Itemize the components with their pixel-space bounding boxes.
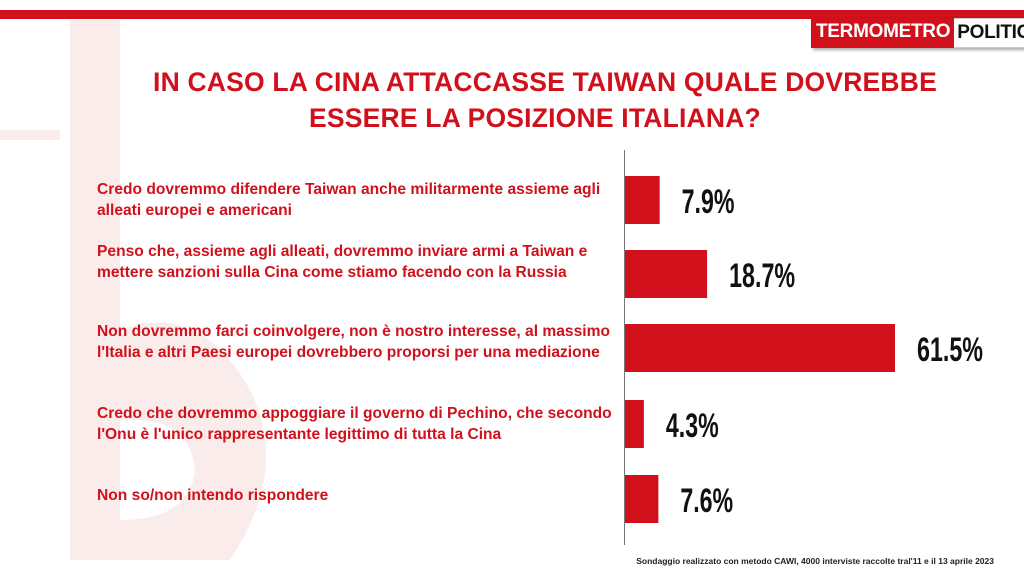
bar-5 — [625, 475, 659, 523]
bar-1 — [625, 176, 660, 224]
category-label-5: Non so/non intendo rispondere — [97, 487, 329, 504]
chart-title: IN CASO LA CINA ATTACCASSE TAIWAN QUALE … — [60, 64, 1024, 136]
bar-value-label-3: 61.5% — [917, 331, 983, 369]
category-label-3: Non dovremmo farci coinvolgere, non è no… — [97, 323, 611, 361]
bar-3 — [625, 324, 895, 372]
termometro-politico-logo: TERMOMETRO POLITICO — [811, 18, 1024, 48]
bar-value-label-2: 18.7% — [729, 257, 795, 295]
category-label-1: Credo dovremmo difendere Taiwan anche mi… — [97, 181, 601, 219]
logo-text-termometro: TERMOMETRO — [811, 18, 955, 48]
top-accent-bar — [0, 10, 1024, 19]
bar-4 — [625, 400, 644, 448]
bar-value-label-4: 4.3% — [666, 407, 719, 445]
chart-title-line2: ESSERE LA POSIZIONE ITALIANA? — [309, 103, 761, 133]
chart-title-line1: IN CASO LA CINA ATTACCASSE TAIWAN QUALE … — [153, 67, 937, 97]
bar-value-label-5: 7.6% — [680, 482, 733, 520]
logo-text-politico: POLITICO — [954, 18, 1024, 48]
chart-axis-line — [624, 150, 625, 545]
survey-source-note: Sondaggio realizzato con metodo CAWI, 40… — [636, 556, 994, 566]
category-label-2: Penso che, assieme agli alleati, dovremm… — [97, 243, 588, 281]
bar-2 — [625, 250, 708, 298]
category-label-4: Credo che dovremmo appoggiare il governo… — [97, 405, 612, 443]
bar-value-label-1: 7.9% — [682, 183, 735, 221]
background-watermark — [0, 0, 300, 576]
